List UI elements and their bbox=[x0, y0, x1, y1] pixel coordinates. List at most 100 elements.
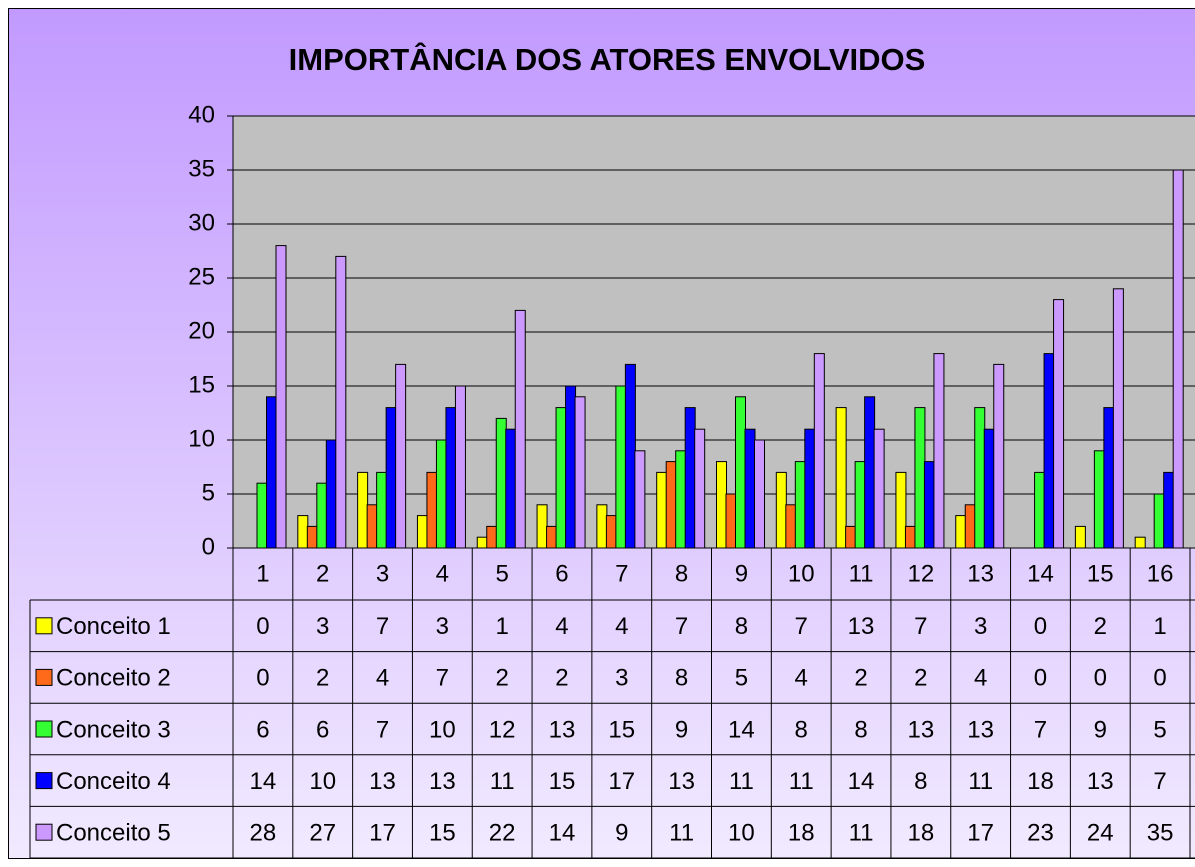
table-cell: 1 bbox=[1153, 613, 1166, 640]
table-cell: 2 bbox=[555, 665, 568, 692]
table-cell: 2 bbox=[316, 665, 329, 692]
bar bbox=[376, 471, 388, 549]
bar bbox=[744, 428, 756, 549]
x-tick-label: 2 bbox=[316, 560, 329, 587]
bar bbox=[325, 439, 337, 549]
table-cell: 3 bbox=[615, 665, 628, 692]
bar bbox=[385, 407, 397, 549]
bar bbox=[615, 385, 627, 549]
table-cell: 8 bbox=[795, 716, 808, 743]
bar bbox=[1103, 407, 1115, 549]
legend-label: Conceito 1 bbox=[56, 613, 171, 640]
bar bbox=[275, 245, 287, 549]
bar bbox=[725, 493, 737, 549]
bar bbox=[565, 385, 577, 549]
table-cell: 13 bbox=[369, 768, 396, 795]
y-tick-label: 30 bbox=[188, 209, 215, 236]
table-cell: 0 bbox=[1034, 613, 1047, 640]
bar bbox=[266, 396, 277, 549]
table-cell: 5 bbox=[735, 665, 748, 692]
x-tick-label: 7 bbox=[615, 560, 628, 587]
table-cell: 17 bbox=[967, 820, 994, 847]
bar bbox=[256, 482, 268, 549]
bar bbox=[1074, 525, 1086, 549]
table-cell: 1 bbox=[495, 613, 508, 640]
bar bbox=[675, 450, 687, 549]
bar bbox=[794, 461, 806, 549]
bar bbox=[1163, 471, 1175, 549]
x-tick-label: 11 bbox=[849, 560, 874, 587]
table-cell: 9 bbox=[675, 716, 688, 743]
bar bbox=[357, 471, 369, 549]
table-cell: 13 bbox=[668, 768, 695, 795]
table-cell: 10 bbox=[429, 716, 456, 743]
table-cell: 0 bbox=[256, 665, 269, 692]
table-cell: 24 bbox=[1087, 820, 1114, 847]
table-cell: 7 bbox=[675, 613, 688, 640]
table-cell: 23 bbox=[1027, 820, 1054, 847]
y-tick-label: 15 bbox=[188, 371, 215, 398]
bar bbox=[873, 428, 885, 549]
legend-label: Conceito 3 bbox=[56, 716, 171, 743]
y-tick-label: 20 bbox=[188, 317, 215, 344]
bar bbox=[416, 515, 428, 549]
table-cell: 4 bbox=[795, 665, 808, 692]
table-cell: 15 bbox=[549, 768, 576, 795]
table-cell: 3 bbox=[974, 613, 987, 640]
table-cell: 7 bbox=[376, 716, 389, 743]
table-cell: 14 bbox=[549, 820, 576, 847]
bar bbox=[366, 504, 378, 549]
table-cell: 13 bbox=[549, 716, 576, 743]
table-cell: 12 bbox=[489, 716, 516, 743]
bar bbox=[904, 525, 916, 549]
table-cell: 0 bbox=[1153, 665, 1166, 692]
bar bbox=[1112, 288, 1124, 549]
table-cell: 6 bbox=[316, 716, 329, 743]
bar bbox=[754, 439, 765, 549]
table-cell: 4 bbox=[974, 665, 987, 692]
table-cell: 5 bbox=[1153, 716, 1166, 743]
bar bbox=[1172, 169, 1184, 549]
bar bbox=[426, 471, 438, 549]
table-cell: 0 bbox=[256, 613, 269, 640]
bar bbox=[694, 428, 706, 549]
table-cell: 27 bbox=[309, 820, 336, 847]
bar bbox=[605, 515, 617, 549]
table-cell: 9 bbox=[615, 820, 628, 847]
bar bbox=[735, 396, 746, 549]
bar bbox=[1043, 353, 1055, 549]
bar bbox=[574, 396, 586, 549]
table-cell: 3 bbox=[316, 613, 329, 640]
table-cell: 14 bbox=[848, 768, 875, 795]
table-cell: 10 bbox=[728, 820, 755, 847]
bar bbox=[297, 515, 309, 549]
table-cell: 11 bbox=[849, 820, 874, 847]
bar bbox=[395, 363, 407, 549]
x-tick-label: 1 bbox=[256, 560, 269, 587]
legend-swatch bbox=[35, 823, 53, 841]
x-tick-label: 15 bbox=[1087, 560, 1114, 587]
x-tick-label: 13 bbox=[967, 560, 994, 587]
bar bbox=[306, 525, 318, 549]
table-cell: 11 bbox=[789, 768, 814, 795]
bar bbox=[845, 525, 857, 549]
x-tick-label: 12 bbox=[907, 560, 934, 587]
legend-label: Conceito 5 bbox=[56, 820, 171, 847]
table-cell: 13 bbox=[848, 613, 875, 640]
bar bbox=[813, 353, 825, 549]
table-cell: 4 bbox=[376, 665, 389, 692]
table-cell: 0 bbox=[1034, 665, 1047, 692]
table-cell: 8 bbox=[914, 768, 927, 795]
bar bbox=[454, 385, 466, 549]
table-cell: 2 bbox=[1094, 613, 1107, 640]
table-cell: 2 bbox=[914, 665, 927, 692]
x-tick-label: 14 bbox=[1027, 560, 1054, 587]
bar bbox=[335, 255, 347, 549]
table-cell: 8 bbox=[854, 716, 867, 743]
table-cell: 13 bbox=[907, 716, 934, 743]
table-cell: 7 bbox=[436, 665, 449, 692]
bar bbox=[656, 471, 668, 549]
bar bbox=[923, 461, 935, 549]
bar bbox=[536, 504, 548, 549]
